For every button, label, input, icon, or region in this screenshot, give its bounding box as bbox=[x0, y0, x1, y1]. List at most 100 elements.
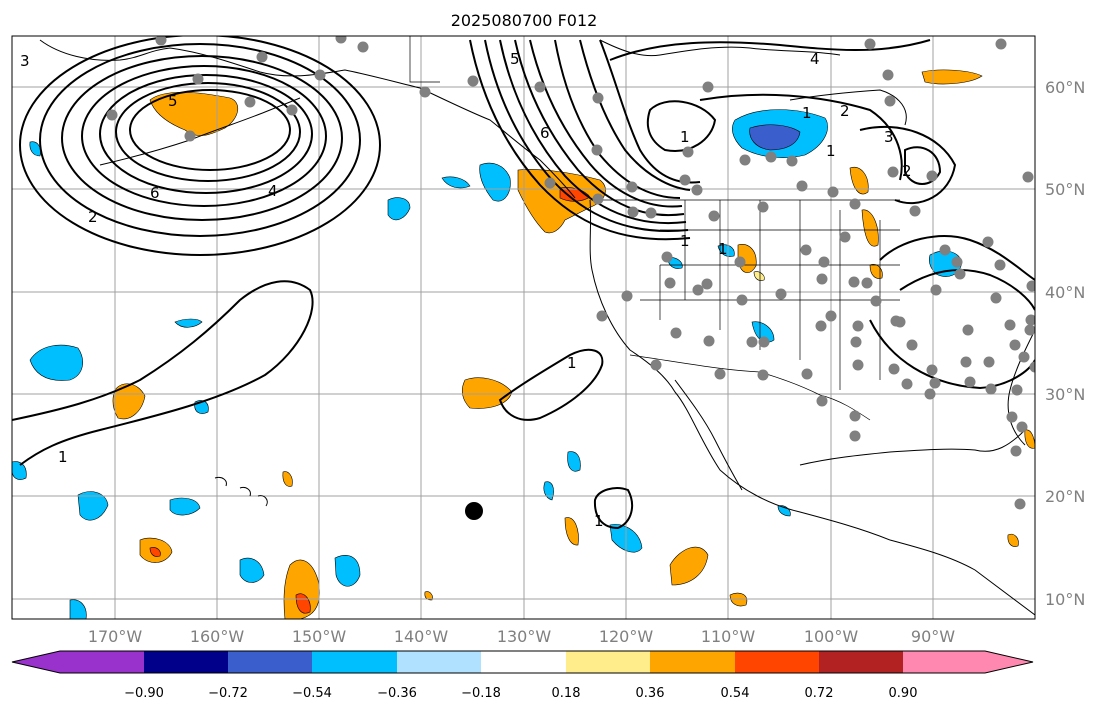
station-dot bbox=[534, 81, 546, 93]
lon-label: 150°W bbox=[292, 627, 347, 646]
station-dot bbox=[983, 356, 995, 368]
lon-label: 100°W bbox=[804, 627, 859, 646]
station-dot bbox=[1016, 421, 1028, 433]
contour-label: 1 bbox=[826, 142, 836, 160]
contour-south-1 bbox=[593, 487, 634, 530]
contour-east-2 bbox=[899, 269, 1035, 311]
station-dot bbox=[626, 181, 638, 193]
contour-label: 1 bbox=[567, 354, 577, 372]
station-dot bbox=[909, 205, 921, 217]
shade-blue-small-5 bbox=[169, 497, 201, 516]
station-dot bbox=[419, 86, 431, 98]
map-frame bbox=[11, 35, 1036, 620]
lat-label: 50°N bbox=[1045, 180, 1085, 199]
contour-pnw-1 bbox=[469, 39, 691, 241]
station-dot bbox=[734, 256, 746, 268]
station-dot bbox=[951, 256, 963, 268]
station-dot bbox=[901, 378, 913, 390]
station-dot bbox=[861, 277, 873, 289]
colorbar-segment bbox=[735, 651, 819, 673]
colorbar-segment bbox=[312, 651, 397, 673]
shade-orange-9 bbox=[849, 166, 869, 195]
station-dot bbox=[592, 193, 604, 205]
station-dot bbox=[1011, 384, 1023, 396]
station-dot bbox=[815, 320, 827, 332]
station-dot bbox=[757, 369, 769, 381]
station-dot bbox=[864, 38, 876, 50]
contour-east-3 bbox=[869, 319, 1035, 390]
shade-orange-3b bbox=[149, 547, 161, 557]
station-dot bbox=[746, 336, 758, 348]
shade-blue-west-central bbox=[387, 197, 411, 221]
station-dot bbox=[839, 231, 851, 243]
station-markers bbox=[106, 36, 1035, 510]
shade-blue-small-11 bbox=[751, 321, 775, 343]
lat-label: 40°N bbox=[1045, 283, 1085, 302]
station-dot bbox=[621, 290, 633, 302]
station-dot bbox=[960, 356, 972, 368]
coast-baja bbox=[674, 379, 743, 491]
station-dot bbox=[882, 69, 894, 81]
contour-alaska-4 bbox=[81, 65, 327, 207]
station-dot bbox=[850, 336, 862, 348]
contour-label-group: 3 5 6 5 4 1 2 6 4 1 1 1 2 3 2 1 1 1 1 bbox=[20, 50, 912, 530]
lon-label: 160°W bbox=[190, 627, 245, 646]
station-dot bbox=[924, 388, 936, 400]
colorbar-tick-label: −0.72 bbox=[208, 686, 248, 701]
shade-blue-small-15 bbox=[29, 141, 41, 157]
storm-center-marker bbox=[465, 502, 483, 520]
contour-canada-4 bbox=[609, 39, 931, 61]
shade-orange-14 bbox=[1007, 533, 1019, 547]
station-dot bbox=[848, 276, 860, 288]
station-dot bbox=[714, 368, 726, 380]
station-dot bbox=[1026, 280, 1035, 292]
lon-label: 90°W bbox=[911, 627, 955, 646]
station-dot bbox=[467, 75, 479, 87]
contour-label: 6 bbox=[150, 184, 160, 202]
station-dot bbox=[106, 109, 118, 121]
station-dot bbox=[1022, 171, 1034, 183]
station-dot bbox=[884, 95, 896, 107]
lon-label: 120°W bbox=[599, 627, 654, 646]
contour-pnw-6 bbox=[554, 39, 681, 199]
colorbar-segment bbox=[397, 651, 481, 673]
contour-label: 2 bbox=[840, 102, 850, 120]
shade-blue-small-9 bbox=[543, 481, 554, 501]
contour-pnw-4 bbox=[514, 39, 685, 216]
coast-alaska bbox=[39, 39, 576, 199]
lon-label: 130°W bbox=[497, 627, 552, 646]
station-dot bbox=[1004, 319, 1016, 331]
station-dot bbox=[1018, 351, 1030, 363]
station-dot bbox=[926, 170, 938, 182]
shade-canada-darkblue bbox=[749, 124, 801, 151]
contour-lines bbox=[12, 36, 1035, 530]
coast-east bbox=[1007, 329, 1035, 446]
colorbar-segment bbox=[481, 651, 566, 673]
contour-label: 6 bbox=[540, 124, 550, 142]
contour-pnw-3 bbox=[499, 39, 687, 224]
shade-orange-5 bbox=[669, 546, 709, 586]
station-dot bbox=[1010, 445, 1022, 457]
station-dot bbox=[926, 364, 938, 376]
shade-blue-small-8 bbox=[567, 451, 581, 472]
station-dot bbox=[888, 363, 900, 375]
contour-label: 4 bbox=[268, 182, 278, 200]
lat-label: 60°N bbox=[1045, 78, 1085, 97]
contour-canada-2 bbox=[699, 93, 903, 181]
station-dot bbox=[852, 359, 864, 371]
station-dot bbox=[335, 36, 347, 44]
shade-orange-12 bbox=[282, 471, 293, 487]
colorbar-tick-label: −0.90 bbox=[124, 686, 164, 701]
station-dot bbox=[1006, 411, 1018, 423]
station-dot bbox=[887, 166, 899, 178]
station-dot bbox=[314, 69, 326, 81]
station-dot bbox=[679, 174, 691, 186]
station-dot bbox=[990, 292, 1002, 304]
contour-alaska-5 bbox=[99, 74, 313, 194]
station-dot bbox=[870, 295, 882, 307]
station-dot bbox=[650, 359, 662, 371]
colorbar-tick-label: −0.54 bbox=[292, 686, 332, 701]
contour-label: 5 bbox=[510, 50, 520, 68]
contour-alaska-7 bbox=[129, 89, 291, 171]
